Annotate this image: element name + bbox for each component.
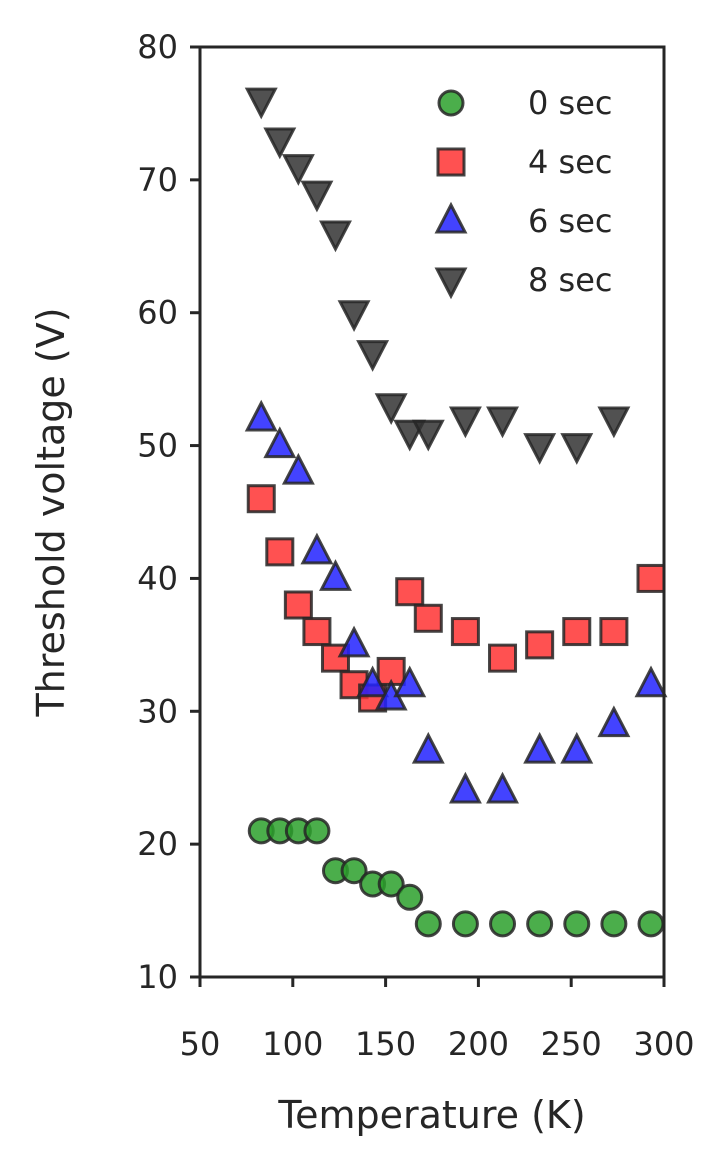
point-circle-11: [489, 910, 517, 938]
y-axis-title: Threshold voltage (V): [29, 307, 73, 717]
legend: 0 sec 4 sec 6 sec 8 sec: [434, 84, 612, 300]
x-tick-label: 100: [262, 1025, 323, 1063]
point-square-14: [599, 617, 629, 647]
x-axis-title: Temperature (K): [277, 1093, 585, 1137]
point-circle-5: [340, 857, 368, 885]
point-triangle-down-12: [523, 433, 557, 465]
point-circle-15: [637, 910, 665, 938]
point-triangle-up-13: [560, 731, 594, 764]
point-triangle-up-12: [523, 731, 557, 764]
point-square-4: [320, 643, 350, 673]
legend-label: 8 sec: [528, 261, 612, 299]
point-triangle-up-14: [597, 705, 631, 738]
point-triangle-down-0: [244, 87, 278, 120]
point-triangle-down-10: [448, 406, 482, 439]
axes: 50 100 150 200 250 300 10 20 30 40 50 60 70 80: [137, 28, 694, 1063]
plot-frame: [198, 45, 666, 979]
point-triangle-up-10: [448, 771, 482, 804]
point-triangle-up-5: [337, 625, 371, 658]
y-tick-label: 80: [137, 28, 178, 66]
y-tick-label: 70: [137, 161, 178, 199]
point-square-9: [413, 603, 443, 633]
point-triangle-up-6: [356, 665, 390, 698]
point-circle-7: [377, 870, 405, 898]
point-square-1: [265, 537, 295, 567]
x-tick-label: 150: [355, 1025, 416, 1063]
point-triangle-down-2: [281, 154, 315, 186]
y-tick-label: 50: [137, 427, 178, 465]
y-tick-label: 30: [137, 692, 178, 730]
legend-marker-triangle-down: [434, 267, 468, 300]
point-triangle-up-3: [300, 532, 334, 565]
point-circle-10: [451, 910, 479, 938]
legend-marker-square: [436, 147, 466, 177]
point-square-2: [283, 590, 313, 620]
point-triangle-down-4: [319, 220, 352, 253]
legend-label: 6 sec: [528, 202, 612, 240]
point-triangle-down-7: [374, 393, 408, 425]
point-circle-3: [303, 817, 331, 845]
legend-label: 0 sec: [528, 84, 612, 122]
point-square-10: [450, 617, 480, 647]
point-triangle-up-8: [393, 665, 427, 698]
x-tick-label: 250: [541, 1025, 602, 1063]
y-tick-label: 20: [137, 825, 178, 863]
point-circle-8: [396, 883, 424, 911]
x-tick-label: 300: [633, 1025, 694, 1063]
point-triangle-down-14: [597, 406, 631, 439]
legend-label: 4 sec: [528, 143, 612, 181]
point-square-15: [636, 563, 666, 593]
point-square-12: [525, 630, 555, 660]
point-square-11: [488, 643, 518, 673]
data-points: [244, 87, 668, 938]
legend-marker-triangle-up: [434, 201, 468, 234]
point-triangle-down-6: [356, 340, 390, 372]
point-square-0: [246, 484, 276, 514]
x-tick-label: 200: [448, 1025, 509, 1063]
point-square-13: [562, 617, 592, 647]
point-triangle-down-13: [560, 433, 594, 465]
y-tick-label: 40: [137, 559, 178, 597]
point-triangle-down-1: [263, 127, 297, 160]
point-triangle-down-3: [300, 180, 334, 213]
point-triangle-up-0: [244, 399, 278, 432]
point-triangle-down-9: [411, 419, 445, 452]
point-triangle-up-4: [319, 559, 352, 591]
point-triangle-down-11: [486, 406, 519, 439]
point-square-3: [302, 617, 332, 647]
point-circle-13: [563, 910, 591, 938]
point-triangle-up-11: [486, 771, 519, 804]
point-triangle-up-9: [411, 731, 445, 764]
point-circle-9: [414, 910, 442, 938]
point-circle-12: [526, 910, 554, 938]
point-triangle-up-15: [634, 665, 668, 698]
point-triangle-up-2: [281, 452, 315, 485]
point-triangle-up-1: [263, 426, 297, 459]
point-circle-14: [600, 910, 628, 938]
point-square-8: [395, 577, 425, 607]
y-tick-label: 60: [137, 294, 178, 332]
y-tick-label: 10: [137, 958, 178, 996]
point-triangle-down-5: [337, 300, 371, 332]
x-tick-label: 50: [180, 1025, 221, 1063]
legend-marker-circle: [437, 89, 465, 117]
